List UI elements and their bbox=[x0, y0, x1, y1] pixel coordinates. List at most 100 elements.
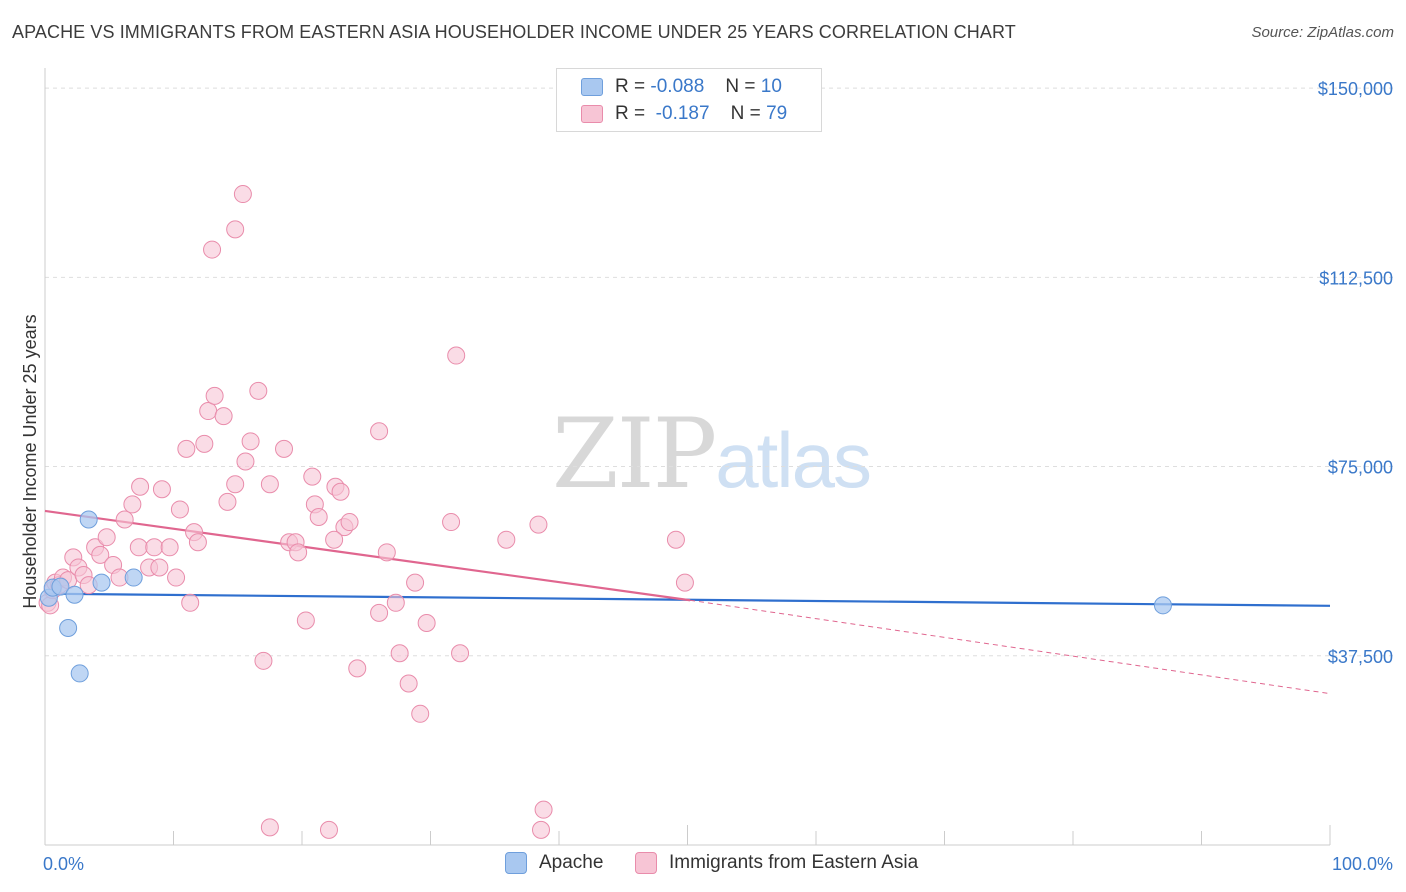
eastern-asia-point bbox=[226, 475, 245, 494]
eastern-asia-point bbox=[254, 651, 273, 670]
eastern-asia-point bbox=[447, 346, 466, 365]
eastern-asia-point bbox=[442, 513, 461, 532]
apache-point bbox=[92, 573, 111, 592]
eastern-asia-point bbox=[390, 644, 409, 663]
eastern-asia-point bbox=[188, 533, 207, 552]
y-axis-label: Householder Income Under 25 years bbox=[20, 314, 40, 608]
source-label: Source: ZipAtlas.com bbox=[1251, 24, 1394, 41]
eastern-asia-point bbox=[199, 402, 218, 421]
legend-r-label: R = bbox=[615, 76, 646, 97]
eastern-asia-point bbox=[91, 545, 110, 564]
legend-row-apache: R = -0.088 N = 10 bbox=[581, 75, 782, 99]
eastern-asia-point bbox=[145, 538, 164, 557]
legend-r-value: -0.187 bbox=[655, 103, 710, 124]
chart-title: APACHE VS IMMIGRANTS FROM EASTERN ASIA H… bbox=[12, 22, 1016, 42]
eastern-asia-point bbox=[205, 386, 224, 405]
eastern-asia-point bbox=[170, 500, 189, 519]
eastern-asia-point bbox=[218, 492, 237, 511]
watermark: ZIPatlas bbox=[552, 398, 872, 510]
eastern-asia-point bbox=[675, 573, 694, 592]
x-tick-label: 100.0% bbox=[1332, 854, 1393, 874]
x-tick-label: 0.0% bbox=[43, 854, 84, 874]
eastern-asia-point bbox=[167, 568, 186, 587]
legend-n-value: 79 bbox=[766, 103, 788, 124]
eastern-asia-point bbox=[532, 820, 551, 839]
apache-point bbox=[59, 619, 78, 638]
legend-n-label: N = bbox=[730, 103, 761, 124]
eastern-asia-point bbox=[152, 480, 171, 499]
apache-point bbox=[1153, 596, 1172, 615]
eastern-asia-point bbox=[666, 530, 685, 549]
eastern-asia-point bbox=[497, 530, 516, 549]
eastern-asia-point bbox=[370, 422, 389, 441]
eastern-asia-point bbox=[160, 538, 179, 557]
apache-point bbox=[70, 664, 89, 683]
eastern-asia-point bbox=[260, 818, 279, 837]
eastern-asia-point bbox=[399, 674, 418, 693]
eastern-asia-point bbox=[411, 704, 430, 723]
trend-line bbox=[44, 509, 691, 602]
eastern-asia-point bbox=[97, 528, 116, 547]
eastern-asia-point bbox=[150, 558, 169, 577]
legend-swatch-apache bbox=[581, 78, 603, 96]
legend-r-label: R = bbox=[615, 103, 646, 124]
eastern-asia-point bbox=[203, 240, 222, 259]
watermark-zip: ZIP bbox=[552, 398, 717, 510]
eastern-asia-point bbox=[249, 381, 268, 400]
trend-lines bbox=[44, 509, 1331, 695]
data-points bbox=[38, 185, 1172, 839]
eastern-asia-point bbox=[370, 603, 389, 622]
legend-swatch-eastern-asia bbox=[581, 105, 603, 123]
apache-point bbox=[51, 577, 70, 596]
eastern-asia-point bbox=[331, 482, 350, 501]
watermark-atlas: atlas bbox=[715, 416, 872, 504]
eastern-asia-point bbox=[340, 513, 359, 532]
legend-box: R = -0.088 N = 10 R = -0.187 N = 79 bbox=[556, 68, 822, 132]
bottom-legend-eastern-asia: Immigrants from Eastern Asia bbox=[635, 852, 918, 874]
eastern-asia-point bbox=[303, 467, 322, 486]
bottom-legend-swatch-apache bbox=[505, 852, 527, 874]
eastern-asia-point bbox=[319, 820, 338, 839]
legend-n-label: N = bbox=[725, 76, 756, 97]
eastern-asia-point bbox=[233, 185, 252, 204]
legend-r-value: -0.088 bbox=[650, 76, 705, 97]
axes bbox=[44, 68, 1331, 846]
eastern-asia-point bbox=[417, 613, 436, 632]
eastern-asia-point bbox=[241, 432, 260, 451]
apache-point bbox=[124, 568, 143, 587]
eastern-asia-point bbox=[529, 515, 548, 534]
legend-row-eastern-asia: R = -0.187 N = 79 bbox=[581, 102, 787, 126]
eastern-asia-point bbox=[260, 475, 279, 494]
eastern-asia-point bbox=[236, 452, 255, 471]
eastern-asia-point bbox=[325, 530, 344, 549]
y-tick-label: $75,000 bbox=[1328, 458, 1393, 478]
eastern-asia-point bbox=[309, 508, 328, 527]
eastern-asia-point bbox=[123, 495, 142, 514]
eastern-asia-point bbox=[181, 593, 200, 612]
y-tick-label: $37,500 bbox=[1328, 647, 1393, 667]
eastern-asia-point bbox=[451, 644, 470, 663]
legend-n-value: 10 bbox=[760, 76, 782, 97]
bottom-legend-label-eastern-asia: Immigrants from Eastern Asia bbox=[669, 852, 919, 873]
apache-point bbox=[65, 585, 84, 604]
eastern-asia-point bbox=[115, 510, 134, 529]
eastern-asia-point bbox=[177, 439, 196, 458]
eastern-asia-point bbox=[534, 800, 553, 819]
y-tick-label: $112,500 bbox=[1319, 268, 1393, 288]
eastern-asia-point bbox=[289, 543, 308, 562]
eastern-asia-point bbox=[296, 611, 315, 630]
axis-labels: $37,500 $75,000 $112,500 $150,000 0.0% 100.0%… bbox=[20, 79, 1393, 874]
eastern-asia-point bbox=[129, 538, 148, 557]
apache-point bbox=[79, 510, 98, 529]
y-tick-label: $150,000 bbox=[1318, 79, 1393, 99]
eastern-asia-point bbox=[406, 573, 425, 592]
bottom-legend-label-apache: Apache bbox=[539, 852, 604, 873]
eastern-asia-point bbox=[386, 593, 405, 612]
eastern-asia-point bbox=[131, 477, 150, 496]
bottom-legend-apache: Apache bbox=[505, 852, 603, 874]
bottom-legend-swatch-eastern-asia bbox=[635, 852, 657, 874]
eastern-asia-point bbox=[226, 220, 245, 239]
trend-extension-line bbox=[689, 599, 1331, 695]
eastern-asia-point bbox=[377, 543, 396, 562]
